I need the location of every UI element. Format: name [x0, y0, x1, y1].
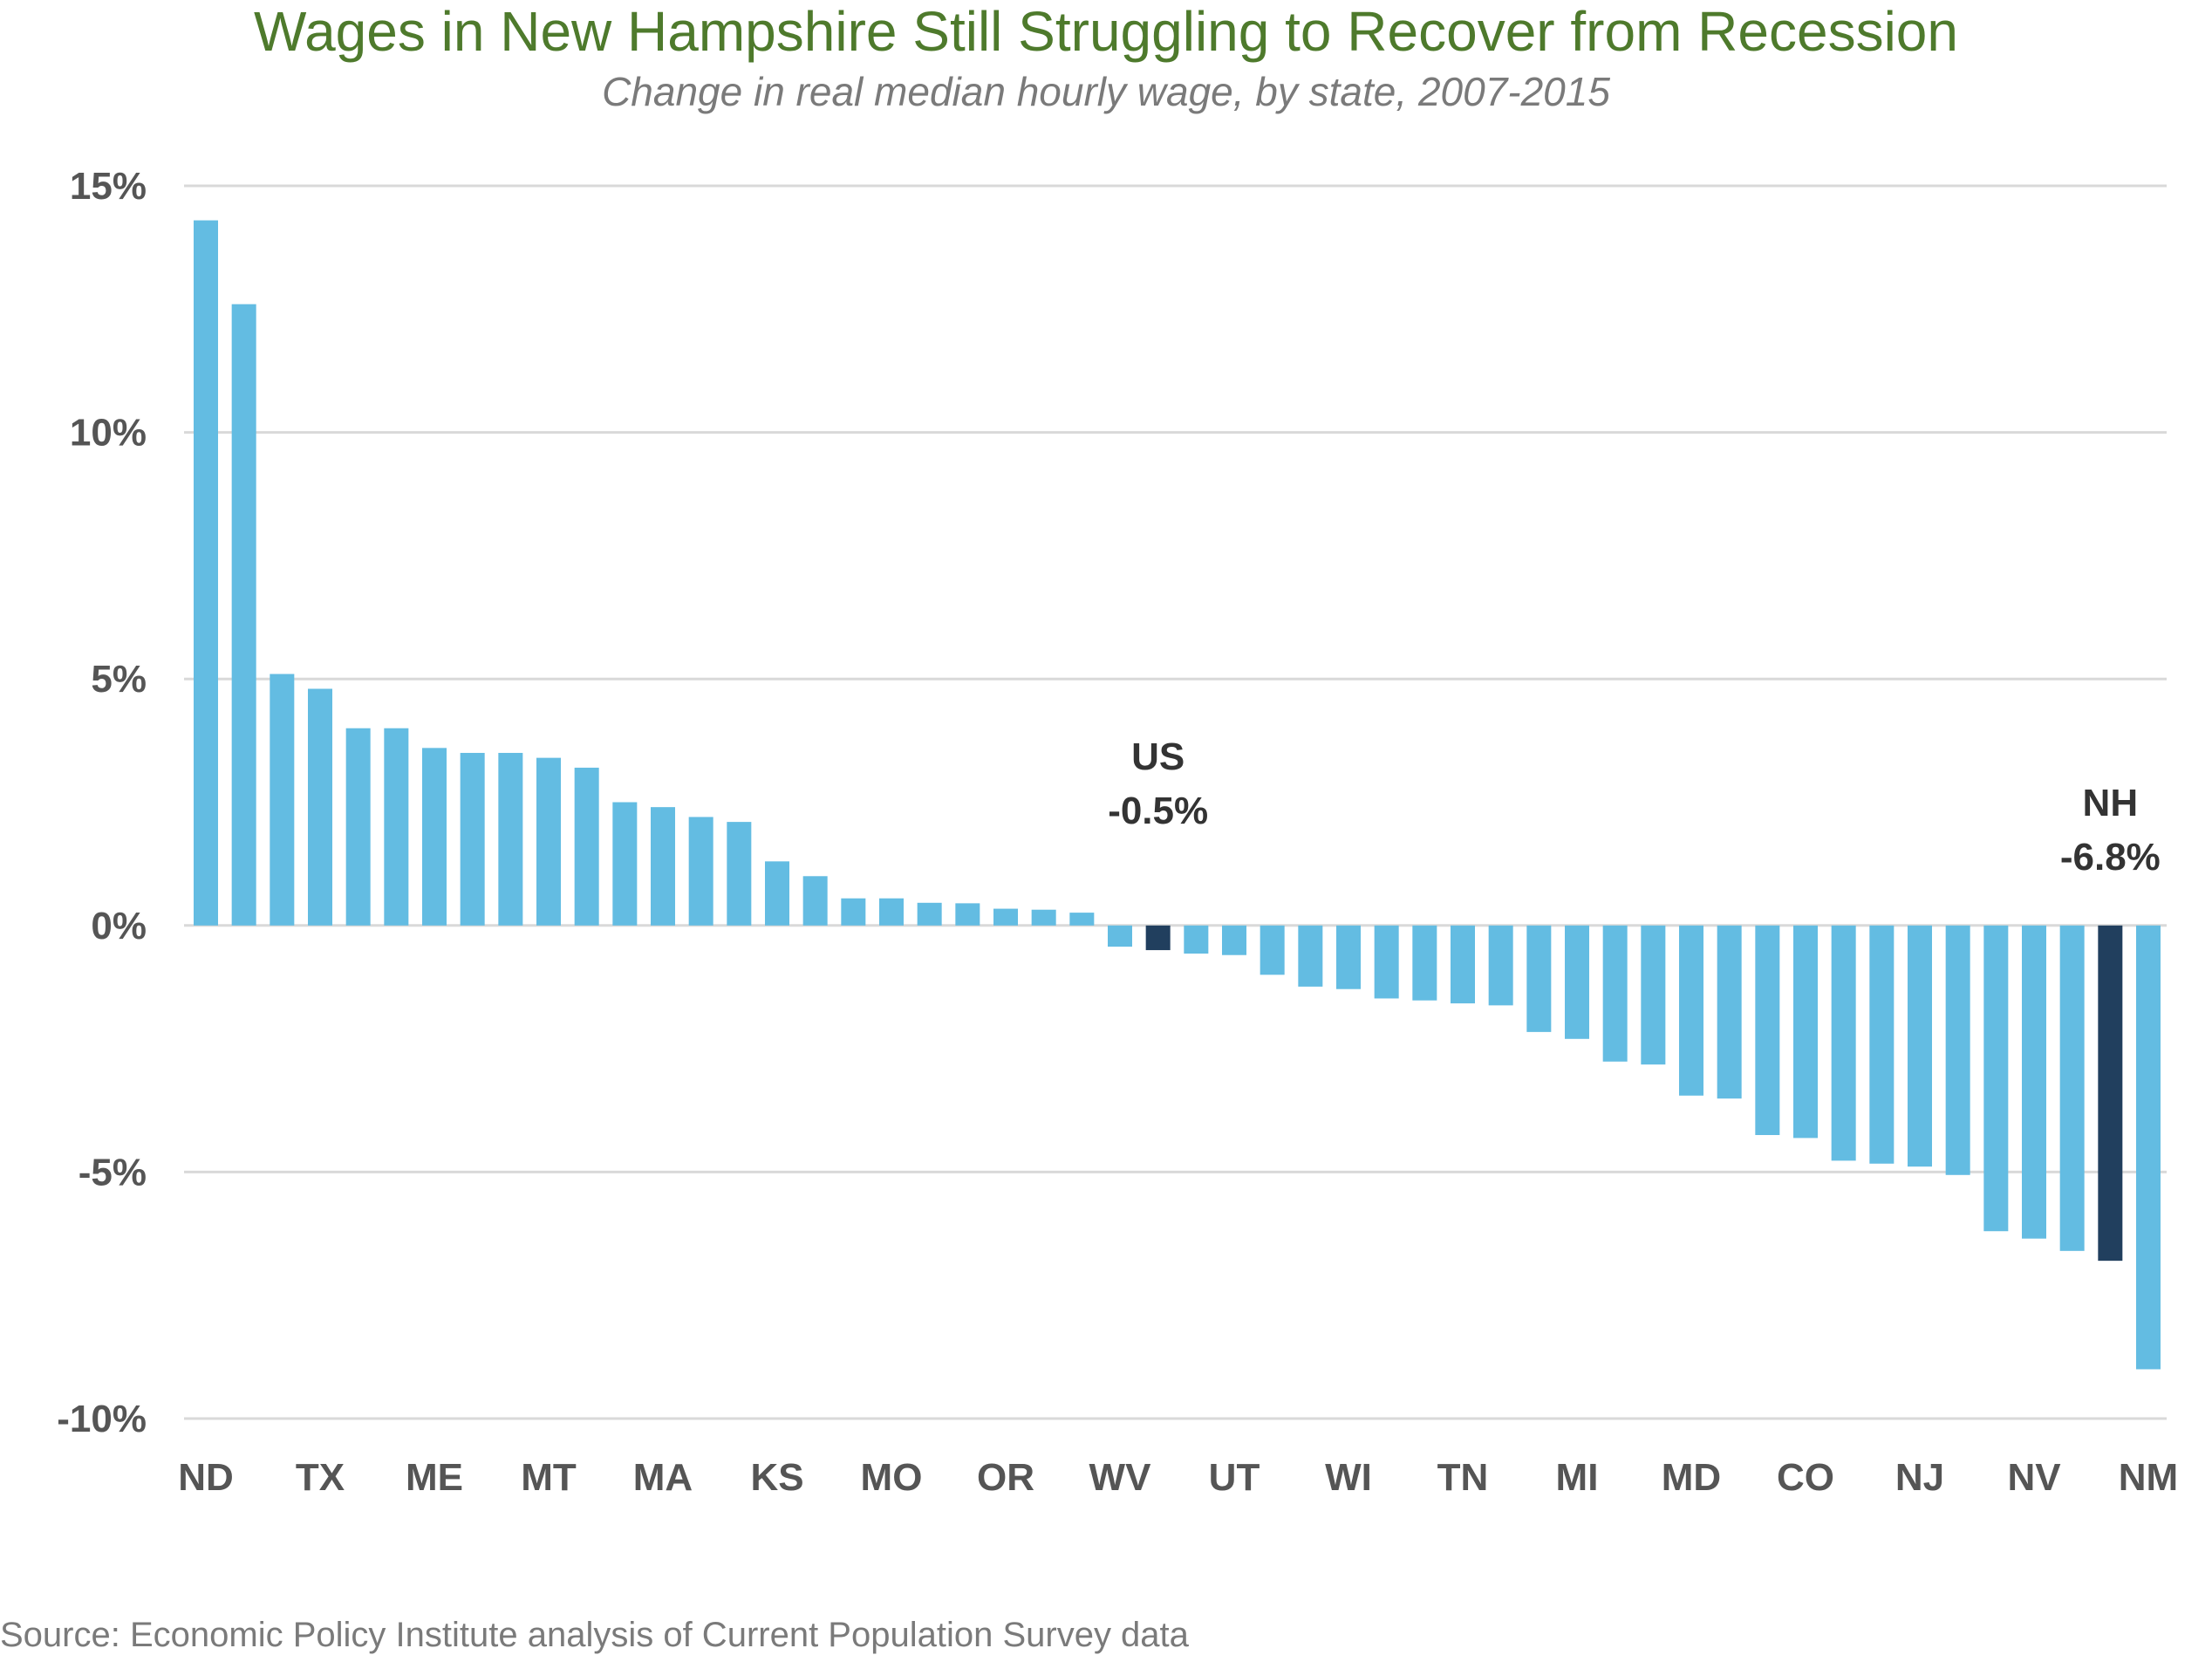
bar — [2059, 925, 2085, 1251]
bar — [270, 674, 295, 926]
bar — [231, 304, 256, 926]
bar — [422, 748, 447, 926]
y-tick-label: 5% — [91, 658, 147, 701]
bar — [1755, 925, 1780, 1136]
bar — [536, 757, 561, 926]
bar — [1679, 925, 1703, 1096]
bar — [1717, 925, 1742, 1099]
x-tick-label: NV — [2007, 1456, 2061, 1499]
bar — [1565, 925, 1589, 1039]
x-tick-label: TX — [296, 1456, 345, 1499]
bar — [1222, 925, 1246, 955]
bar — [688, 817, 713, 926]
bar — [1945, 925, 1970, 1175]
x-tick-label: TN — [1437, 1456, 1489, 1499]
bar — [2022, 925, 2046, 1239]
annotation-label: NH — [2083, 782, 2139, 824]
bar — [308, 688, 332, 926]
bar — [917, 902, 942, 926]
x-tick-label: UT — [1209, 1456, 1260, 1499]
x-tick-label: MT — [521, 1456, 577, 1499]
y-tick-label: 15% — [70, 165, 147, 208]
y-tick-label: -5% — [79, 1151, 147, 1193]
bar — [879, 898, 904, 926]
source-note: Source: Economic Policy Institute analys… — [0, 1616, 1189, 1654]
bar — [651, 807, 675, 926]
x-tick-label: CO — [1777, 1456, 1834, 1499]
bar — [1374, 925, 1399, 999]
x-tick-label: KS — [750, 1456, 803, 1499]
bar — [1526, 925, 1552, 1032]
bar — [1184, 925, 1209, 954]
bar — [460, 752, 485, 926]
x-tick-label: MA — [633, 1456, 693, 1499]
bar — [1451, 925, 1475, 1004]
y-tick-label: -10% — [57, 1398, 147, 1440]
bar — [802, 876, 828, 926]
bar — [1108, 925, 1132, 947]
bar — [574, 767, 599, 926]
x-tick-label: MI — [1556, 1456, 1599, 1499]
bar — [1260, 925, 1285, 975]
bar — [1641, 925, 1666, 1065]
chart-title: Wages in New Hampshire Still Struggling … — [254, 0, 1958, 63]
x-tick-label: MO — [861, 1456, 923, 1499]
bar — [1069, 913, 1095, 926]
x-tick-label: OR — [977, 1456, 1034, 1499]
bar — [1602, 925, 1628, 1062]
chart-subtitle: Change in real median hourly wage, by st… — [602, 69, 1610, 114]
bar — [841, 898, 866, 926]
y-tick-label: 10% — [70, 412, 147, 455]
bar — [2136, 925, 2161, 1370]
bar — [1983, 925, 2009, 1232]
x-tick-label: ME — [406, 1456, 463, 1499]
bar — [1488, 925, 1513, 1006]
highlight-bar — [2098, 925, 2123, 1262]
bar — [727, 822, 752, 926]
x-tick-label: NM — [2119, 1456, 2178, 1499]
bar — [1869, 925, 1895, 1164]
bar — [194, 220, 218, 926]
x-tick-label: ND — [178, 1456, 234, 1499]
bar — [384, 728, 409, 926]
bar — [1908, 925, 1932, 1167]
bar — [1336, 925, 1361, 989]
bar — [993, 908, 1018, 926]
x-tick-label: MD — [1662, 1456, 1721, 1499]
bar — [1031, 909, 1056, 926]
annotation-label: US — [1131, 735, 1185, 778]
bar — [498, 752, 523, 926]
bar — [345, 728, 371, 926]
bar — [1412, 925, 1437, 1001]
bar — [955, 903, 980, 926]
y-tick-label: 0% — [91, 905, 147, 947]
bar — [1831, 925, 1856, 1161]
x-tick-label: WV — [1089, 1456, 1152, 1499]
x-tick-label: WI — [1325, 1456, 1372, 1499]
bar — [612, 802, 638, 926]
annotation-value: -0.5% — [1108, 790, 1208, 832]
x-tick-label: NJ — [1895, 1456, 1944, 1499]
bar — [765, 861, 789, 926]
bar — [1298, 925, 1323, 987]
annotation-value: -6.8% — [2060, 836, 2161, 879]
bar — [1793, 925, 1818, 1139]
highlight-bar — [1145, 925, 1171, 951]
